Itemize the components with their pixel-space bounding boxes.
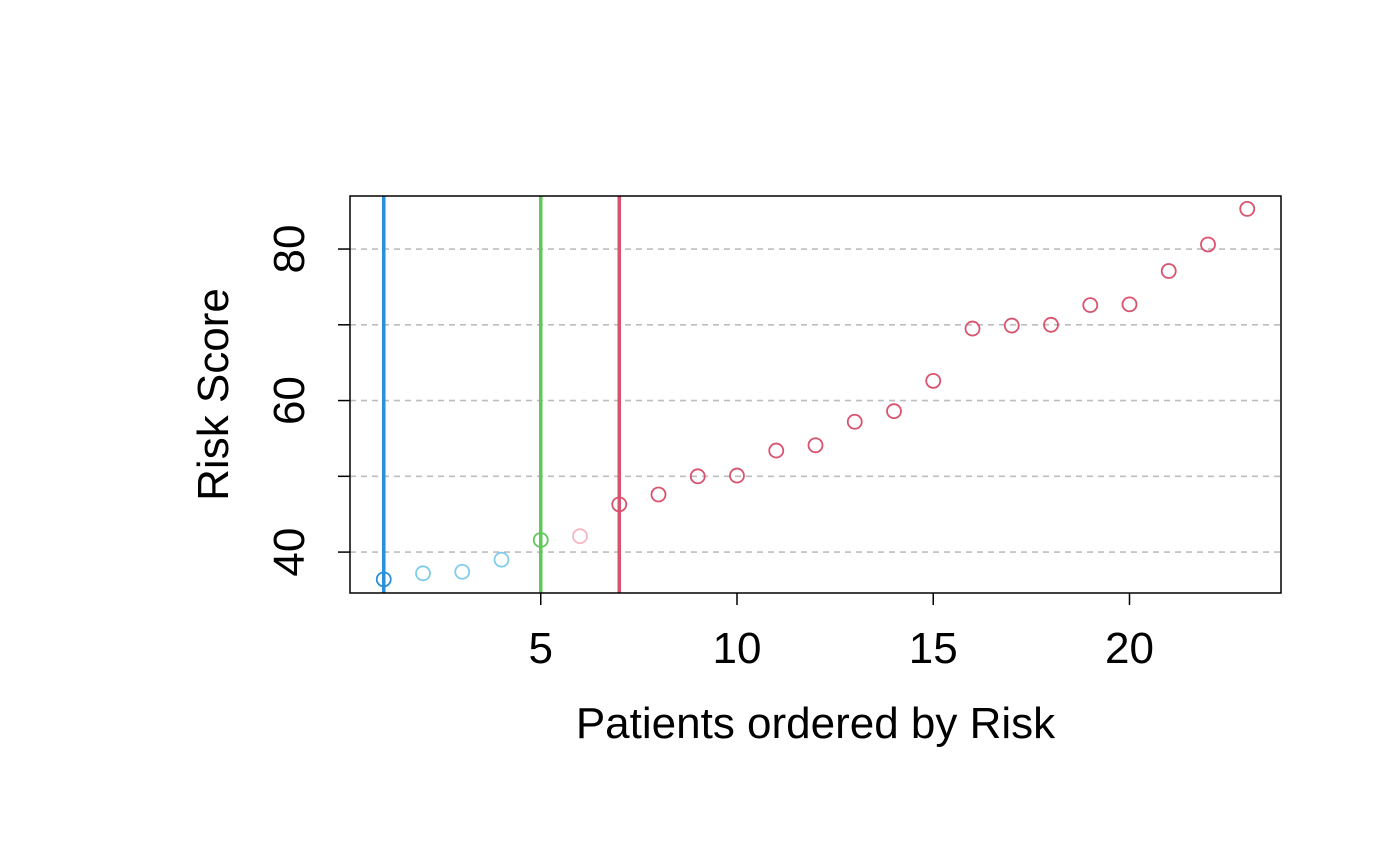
data-point [415, 565, 431, 582]
x-tick-label: 10 [713, 624, 762, 673]
data-point [925, 372, 942, 389]
x-tick-label: 20 [1105, 624, 1154, 673]
data-point [493, 551, 510, 568]
data-point [454, 563, 471, 580]
data-points [375, 200, 1256, 588]
data-point [1239, 200, 1256, 217]
data-point [1200, 236, 1216, 253]
plot-frame [349, 195, 1282, 594]
data-point [532, 532, 549, 548]
data-point [964, 320, 981, 337]
data-point [1003, 317, 1020, 334]
y-axis-label: Risk Score [189, 288, 238, 501]
x-axis-label: Patients ordered by Risk [576, 699, 1056, 748]
threshold-lines [382, 196, 622, 593]
x-tick-label: 5 [529, 624, 553, 673]
data-point [689, 468, 706, 485]
data-point [1043, 316, 1059, 333]
data-point [846, 413, 863, 430]
data-point [375, 571, 392, 588]
data-point [1160, 263, 1177, 279]
y-axis: 40 60 80 [265, 225, 350, 577]
grid-lines [350, 248, 1281, 553]
data-point [611, 496, 628, 513]
data-point [1082, 297, 1099, 313]
data-point [729, 467, 745, 484]
data-point [886, 403, 902, 420]
y-tick-label: 40 [265, 528, 314, 577]
y-tick-label: 60 [265, 376, 314, 425]
data-point [572, 528, 588, 545]
data-point [650, 486, 667, 503]
data-point [807, 437, 824, 454]
data-point [1121, 296, 1138, 313]
data-point [768, 442, 785, 459]
x-tick-label: 15 [909, 624, 958, 673]
x-axis: 5 10 15 20 [529, 593, 1154, 673]
y-tick-label: 80 [265, 225, 314, 274]
